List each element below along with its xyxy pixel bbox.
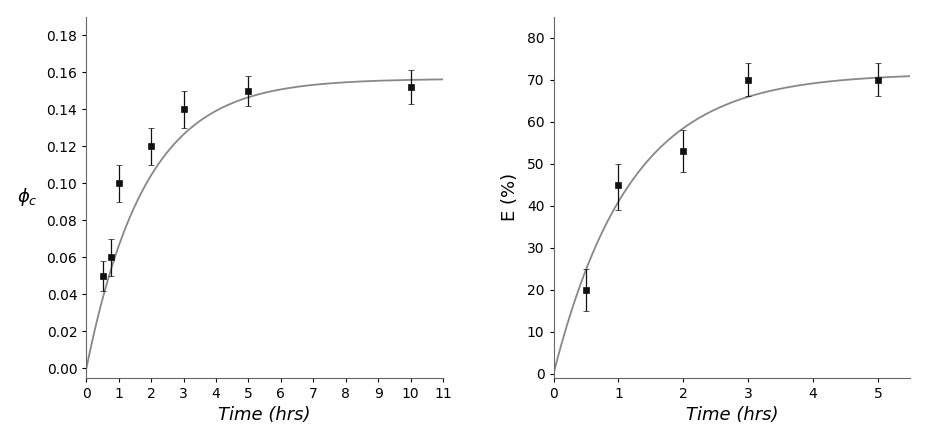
Y-axis label: $\phi_c$: $\phi_c$ <box>17 186 37 208</box>
X-axis label: Time (hrs): Time (hrs) <box>219 406 311 424</box>
Y-axis label: E (%): E (%) <box>501 173 518 221</box>
X-axis label: Time (hrs): Time (hrs) <box>686 406 778 424</box>
